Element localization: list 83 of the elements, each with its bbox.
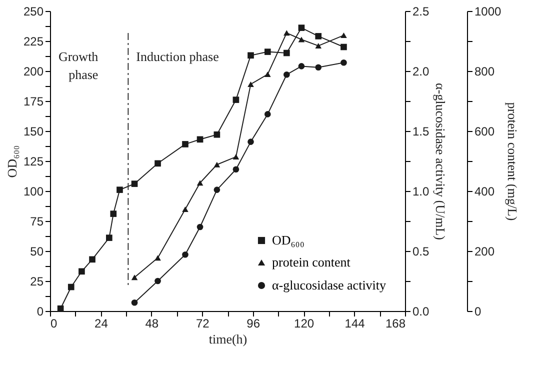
annotation: Induction phase xyxy=(136,49,220,64)
point xyxy=(264,72,271,78)
point xyxy=(284,30,290,36)
y3-tick-label: 0 xyxy=(474,304,482,318)
y2-tick-label: 0.0 xyxy=(412,304,430,318)
point xyxy=(264,48,271,55)
y-tick-label: 0 xyxy=(36,304,44,318)
x-tick-label: 24 xyxy=(94,316,108,330)
point xyxy=(196,224,204,230)
point xyxy=(248,81,254,87)
point xyxy=(214,186,220,193)
y-tick-label: 175 xyxy=(23,94,44,108)
legend-label: protein content xyxy=(272,254,351,270)
point xyxy=(340,59,347,66)
point xyxy=(232,166,240,173)
y2-tick-label: 2.5 xyxy=(412,4,430,18)
point xyxy=(154,278,161,284)
y3-tick-label: 1000 xyxy=(474,4,502,18)
x-tick-label: 72 xyxy=(196,316,210,330)
point xyxy=(57,305,64,312)
legend-label: OD₆₀₀ xyxy=(272,232,304,248)
x-tick-label: 48 xyxy=(145,316,159,330)
point xyxy=(89,256,96,263)
y-tick-label: 250 xyxy=(23,4,44,18)
y-tick-label: 200 xyxy=(23,64,44,78)
point xyxy=(214,131,220,138)
point xyxy=(232,154,240,160)
point xyxy=(232,96,240,103)
point xyxy=(315,43,322,49)
point xyxy=(182,141,188,148)
x-tick-label: 96 xyxy=(246,316,260,330)
y2-tick-label: 0.5 xyxy=(412,244,430,258)
y-tick-label: 125 xyxy=(23,154,44,168)
point xyxy=(68,284,74,290)
point xyxy=(196,180,204,186)
x-axis-title: time(h) xyxy=(208,332,248,346)
y-tick-label: 100 xyxy=(23,184,44,198)
point xyxy=(182,251,188,258)
y3-tick-label: 400 xyxy=(474,184,495,198)
y-tick-label: 75 xyxy=(30,214,44,228)
point xyxy=(131,299,138,306)
point xyxy=(298,36,305,42)
point xyxy=(131,180,138,187)
point xyxy=(248,138,254,145)
point xyxy=(298,24,305,31)
x-tick-label: 168 xyxy=(385,316,406,330)
x-tick-label: 0 xyxy=(50,316,58,330)
x-tick-label: 144 xyxy=(344,316,366,330)
y-axis-title: OD₆₀₀ xyxy=(4,145,20,178)
point xyxy=(116,186,123,193)
y3-tick-label: 600 xyxy=(474,124,495,138)
point xyxy=(154,255,161,261)
y2-tick-label: 1.5 xyxy=(412,124,430,138)
y-tick-label: 50 xyxy=(30,244,44,258)
point xyxy=(248,52,254,59)
y2-tick-label: 2.0 xyxy=(412,64,430,78)
point xyxy=(284,71,290,78)
y3-tick-label: 800 xyxy=(474,64,495,78)
legend-label: α-glucosidase activity xyxy=(272,278,387,292)
y-tick-label: 150 xyxy=(23,124,44,138)
y3-axis-title: protein content (mg/L) xyxy=(505,102,520,221)
point xyxy=(340,44,347,50)
x-tick-label: 120 xyxy=(294,316,314,330)
point xyxy=(315,64,322,71)
point xyxy=(315,33,322,40)
y2-axis-title: α-glucosidase activity (U/mL) xyxy=(433,83,448,240)
point xyxy=(214,162,220,168)
y-tick-label: 225 xyxy=(23,34,44,48)
y3-tick-label: 200 xyxy=(474,244,495,258)
point xyxy=(182,206,188,212)
y2-tick-label: 1.0 xyxy=(412,184,430,198)
point xyxy=(154,160,161,167)
point xyxy=(131,274,138,280)
point xyxy=(106,234,112,241)
annotation: Growth phase xyxy=(58,49,99,82)
point xyxy=(196,136,204,143)
point xyxy=(110,210,117,217)
point xyxy=(78,268,85,275)
y-tick-label: 25 xyxy=(30,274,44,288)
point xyxy=(264,111,271,118)
point xyxy=(298,63,305,70)
point xyxy=(340,32,347,38)
point xyxy=(284,50,290,56)
